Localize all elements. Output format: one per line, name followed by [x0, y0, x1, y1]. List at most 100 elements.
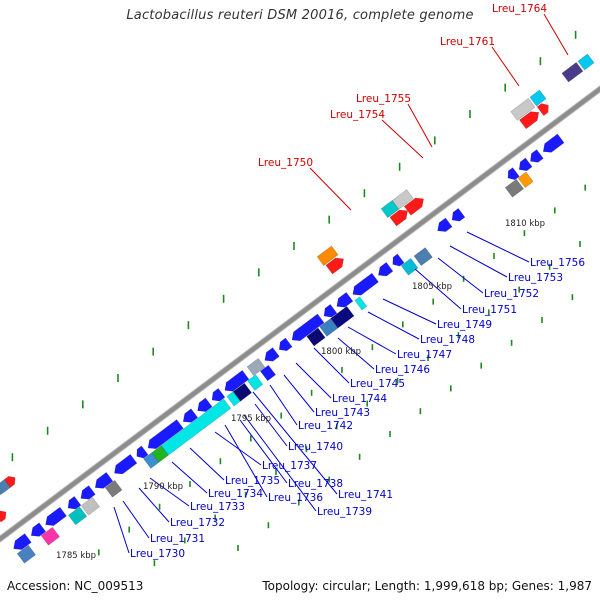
gene-feature[interactable] — [92, 472, 114, 492]
gene-label-Lreu_1735[interactable]: Lreu_1735 — [225, 475, 280, 487]
gene-feature[interactable] — [517, 171, 534, 188]
gene-label-Lreu_1753[interactable]: Lreu_1753 — [508, 272, 563, 284]
gene-feature[interactable] — [306, 327, 326, 347]
gene-label-Lreu_1737[interactable]: Lreu_1737 — [262, 460, 317, 472]
gene-feature[interactable] — [276, 337, 293, 354]
gene-feature[interactable] — [380, 200, 400, 218]
gene-label-Lreu_1743[interactable]: Lreu_1743 — [315, 407, 370, 419]
gene-label-Lreu_1733[interactable]: Lreu_1733 — [190, 501, 245, 513]
gene-feature[interactable] — [16, 544, 36, 564]
gene-feature[interactable] — [260, 364, 276, 382]
gene-label-Lreu_1749[interactable]: Lreu_1749 — [437, 319, 492, 331]
gene-feature[interactable] — [65, 496, 82, 512]
gene-label-Lreu_1756[interactable]: Lreu_1756 — [530, 257, 585, 269]
gene-feature[interactable] — [391, 189, 414, 210]
gene-feature[interactable] — [510, 98, 536, 121]
gene-feature[interactable] — [247, 374, 264, 391]
gene-feature[interactable] — [232, 382, 252, 402]
gene-label-Lreu_1731[interactable]: Lreu_1731 — [150, 533, 205, 545]
gene-label-Lreu_1748[interactable]: Lreu_1748 — [420, 334, 475, 346]
gene-feature[interactable] — [226, 390, 243, 407]
gene-label-Lreu_1732[interactable]: Lreu_1732 — [170, 517, 225, 529]
gene-feature[interactable] — [325, 254, 347, 275]
gene-feature[interactable] — [222, 370, 250, 394]
gene-feature[interactable] — [194, 397, 213, 415]
leader-line — [252, 391, 338, 495]
gene-label-Lreu_1751[interactable]: Lreu_1751 — [462, 304, 517, 316]
gene-feature[interactable] — [78, 485, 96, 503]
gene-shape — [403, 197, 424, 216]
gene-label-Lreu_1746[interactable]: Lreu_1746 — [375, 364, 430, 376]
gene-feature[interactable] — [354, 296, 368, 311]
gene-feature[interactable] — [449, 208, 466, 224]
gene-feature[interactable] — [527, 149, 544, 166]
gene-feature[interactable] — [134, 445, 149, 461]
gene-feature[interactable] — [413, 247, 433, 266]
gene-feature[interactable] — [561, 62, 584, 83]
gene-feature[interactable] — [350, 272, 379, 299]
gene-feature[interactable] — [111, 454, 138, 477]
gene-shape — [437, 217, 453, 232]
gene-feature[interactable] — [504, 178, 524, 198]
gene-feature[interactable] — [319, 318, 339, 337]
gene-label-Lreu_1747[interactable]: Lreu_1747 — [397, 349, 452, 361]
gene-feature[interactable] — [143, 452, 160, 469]
gene-label-Lreu_1741[interactable]: Lreu_1741 — [338, 489, 393, 501]
gene-feature[interactable] — [403, 194, 427, 216]
gene-feature[interactable] — [28, 522, 47, 540]
gene-label-Lreu_1764[interactable]: Lreu_1764 — [492, 3, 547, 15]
gene-feature[interactable] — [516, 157, 533, 174]
gene-feature[interactable] — [540, 133, 565, 156]
gene-feature[interactable] — [389, 206, 411, 227]
gene-feature[interactable] — [289, 313, 325, 344]
gene-feature[interactable] — [180, 408, 199, 426]
gene-shape — [16, 544, 36, 564]
gene-feature[interactable] — [375, 262, 394, 279]
gene-label-Lreu_1755[interactable]: Lreu_1755 — [356, 93, 411, 105]
gene-label-Lreu_1740[interactable]: Lreu_1740 — [288, 441, 343, 453]
gene-feature[interactable] — [262, 347, 280, 365]
gene-feature[interactable] — [330, 306, 355, 329]
gene-label-Lreu_1736[interactable]: Lreu_1736 — [268, 492, 323, 504]
gene-feature[interactable] — [505, 167, 520, 183]
gene-label-Lreu_1761[interactable]: Lreu_1761 — [440, 36, 495, 48]
gene-feature[interactable] — [529, 89, 547, 107]
gene-feature[interactable] — [10, 533, 32, 554]
gene-feature[interactable] — [434, 217, 453, 235]
gene-label-Lreu_1739[interactable]: Lreu_1739 — [317, 506, 372, 518]
gene-label-Lreu_1752[interactable]: Lreu_1752 — [484, 288, 539, 300]
gene-feature[interactable] — [104, 480, 123, 498]
gene-label-Lreu_1744[interactable]: Lreu_1744 — [332, 393, 387, 405]
gene-label-Lreu_1738[interactable]: Lreu_1738 — [288, 478, 343, 490]
gene-shape — [542, 133, 565, 153]
gene-feature[interactable] — [577, 53, 595, 71]
gene-feature[interactable] — [316, 245, 339, 266]
gene-label-Lreu_1742[interactable]: Lreu_1742 — [298, 420, 353, 432]
gene-label-Lreu_1734[interactable]: Lreu_1734 — [208, 488, 263, 500]
gene-feature[interactable] — [209, 388, 226, 404]
gene-feature[interactable] — [68, 506, 88, 526]
gene-feature[interactable] — [42, 506, 67, 529]
gene-shape — [197, 397, 213, 412]
gene-feature[interactable] — [0, 508, 9, 523]
gene-feature[interactable] — [536, 101, 552, 116]
gene-label-Lreu_1750[interactable]: Lreu_1750 — [258, 157, 313, 169]
gene-feature[interactable] — [519, 108, 543, 130]
gene-feature[interactable] — [160, 398, 232, 456]
gene-feature[interactable] — [246, 358, 266, 376]
gene-shape — [45, 506, 67, 526]
gene-label-Lreu_1754[interactable]: Lreu_1754 — [330, 109, 385, 121]
gene-feature[interactable] — [400, 258, 419, 276]
gene-shape — [518, 157, 533, 172]
gene-feature[interactable] — [40, 526, 60, 546]
gene-feature[interactable] — [145, 419, 184, 453]
gene-feature[interactable] — [334, 292, 354, 310]
gene-label-Lreu_1745[interactable]: Lreu_1745 — [350, 378, 405, 390]
gene-feature[interactable] — [0, 479, 11, 496]
leader-line — [313, 347, 350, 384]
gene-feature[interactable] — [390, 253, 405, 269]
gene-feature[interactable] — [321, 304, 338, 320]
gene-label-Lreu_1730[interactable]: Lreu_1730 — [130, 548, 185, 560]
gene-feature[interactable] — [80, 496, 100, 516]
